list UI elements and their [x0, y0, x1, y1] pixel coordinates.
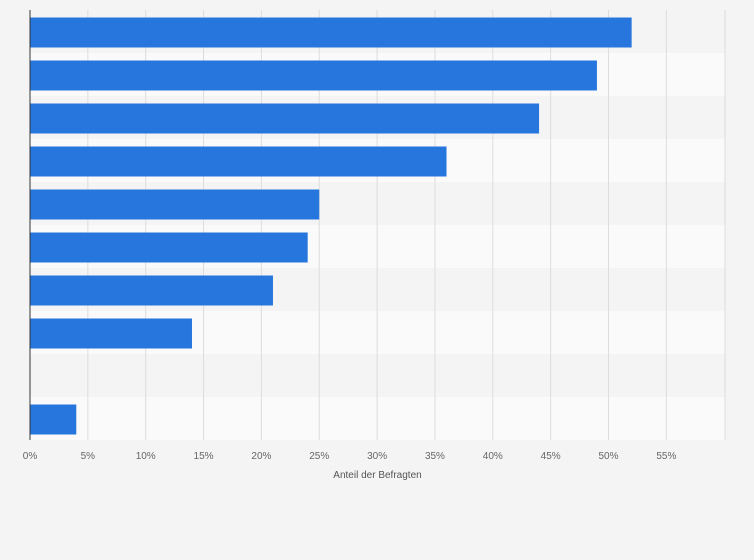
- x-tick-labels: 0% 5% 10% 15% 20% 25% 30% 35% 40% 45% 50% 55%: [23, 451, 677, 462]
- x-tick-label: 50%: [598, 451, 618, 462]
- x-tick-label: 40%: [483, 451, 503, 462]
- bar: [30, 232, 308, 263]
- bar: [30, 275, 273, 306]
- x-tick-label: 55%: [656, 451, 676, 462]
- bars: [30, 17, 632, 435]
- x-axis-title: Anteil der Befragten: [333, 470, 421, 481]
- x-tick-label: 30%: [367, 451, 387, 462]
- bar: [30, 189, 320, 220]
- x-tick-label: 0%: [23, 451, 38, 462]
- bar: [30, 146, 447, 177]
- bar: [30, 404, 77, 435]
- x-tick-label: 25%: [309, 451, 329, 462]
- x-tick-label: 35%: [425, 451, 445, 462]
- bar: [30, 103, 540, 134]
- bar: [30, 60, 597, 91]
- x-tick-label: 45%: [541, 451, 561, 462]
- x-tick-label: 5%: [81, 451, 96, 462]
- bar: [30, 318, 192, 349]
- x-tick-label: 10%: [136, 451, 156, 462]
- x-tick-label: 20%: [251, 451, 271, 462]
- bar: [30, 17, 632, 48]
- x-tick-label: 15%: [194, 451, 214, 462]
